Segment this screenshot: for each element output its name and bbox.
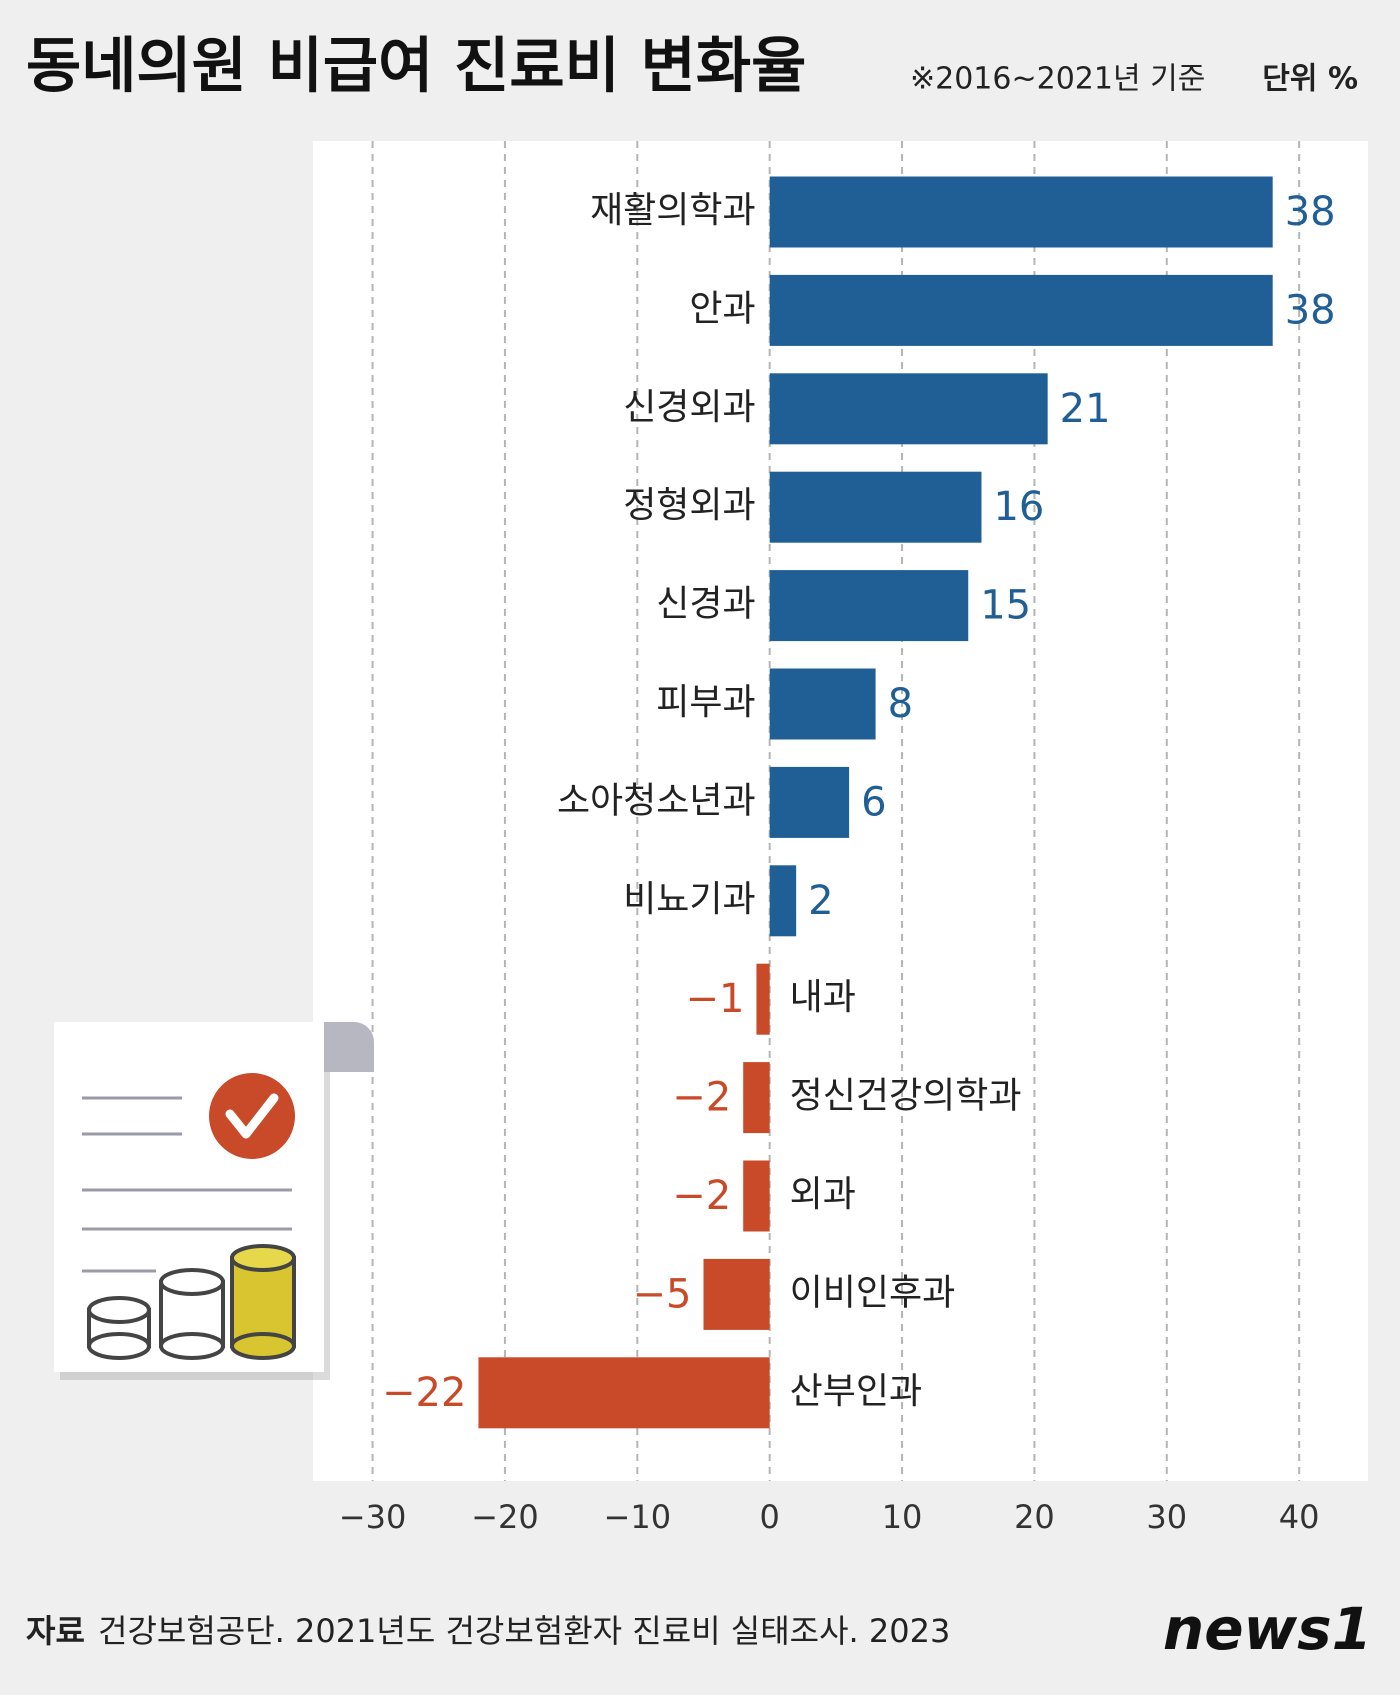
x-tick-label: −10 — [604, 1498, 672, 1536]
value-label: 2 — [808, 878, 833, 924]
check-icon — [209, 1073, 295, 1159]
category-label: 산부인과 — [790, 1371, 922, 1412]
category-label: 소아청소년과 — [557, 780, 756, 821]
value-label: 15 — [980, 583, 1031, 629]
source: 건강보험공단. 2021년도 건강보험환자 진료비 실태조사. 2023 — [98, 1612, 950, 1650]
category-label: 내과 — [790, 977, 856, 1018]
bar — [769, 570, 969, 642]
value-label: 38 — [1285, 189, 1336, 235]
bar — [769, 668, 876, 740]
x-tick-label: 30 — [1146, 1498, 1187, 1536]
bar — [769, 766, 850, 838]
category-label: 비뇨기과 — [623, 879, 755, 920]
category-label: 정형외과 — [623, 485, 755, 526]
value-label: −22 — [382, 1370, 466, 1416]
category-label: 신경과 — [656, 584, 755, 625]
category-label: 정신건강의학과 — [790, 1076, 1022, 1117]
bar — [756, 963, 770, 1035]
value-label: −5 — [633, 1271, 692, 1317]
bar — [769, 274, 1273, 346]
doc-lines — [82, 1096, 292, 1273]
bar — [478, 1357, 770, 1429]
value-label: 21 — [1060, 386, 1111, 432]
doc-curl — [324, 1022, 374, 1072]
category-label: 피부과 — [656, 682, 755, 723]
category-label: 안과 — [689, 288, 755, 329]
x-tick-label: 0 — [760, 1498, 780, 1536]
x-tick-label: 10 — [882, 1498, 923, 1536]
bar — [769, 471, 982, 543]
check-mark — [225, 1093, 279, 1139]
source-label: 자료 — [26, 1612, 85, 1650]
value-label: 8 — [888, 681, 913, 727]
value-label: −2 — [672, 1075, 731, 1121]
x-tick-label: −30 — [339, 1498, 407, 1536]
category-label: 외과 — [790, 1174, 856, 1215]
unit-label: 단위 % — [1262, 62, 1358, 97]
value-label: 6 — [861, 779, 886, 825]
x-tick-label: −20 — [471, 1498, 539, 1536]
bar — [703, 1258, 770, 1330]
logo: news1 — [1163, 1595, 1372, 1663]
illustration — [54, 1022, 374, 1380]
subtitle: ※2016~2021년 기준 — [910, 62, 1205, 97]
bar — [769, 865, 797, 937]
category-label: 재활의학과 — [590, 190, 756, 231]
category-label: 신경외과 — [623, 387, 755, 428]
value-label: −2 — [672, 1173, 731, 1219]
coins — [87, 1244, 296, 1360]
bar — [743, 1062, 770, 1134]
value-label: 16 — [993, 484, 1044, 530]
bar — [769, 176, 1273, 248]
chart-title: 동네의원 비급여 진료비 변화율 — [26, 32, 806, 102]
x-tick-label: 40 — [1279, 1498, 1320, 1536]
bar — [769, 373, 1048, 445]
value-label: −1 — [685, 976, 744, 1022]
bar — [743, 1160, 770, 1232]
value-label: 38 — [1285, 287, 1336, 333]
category-label: 이비인후과 — [790, 1272, 956, 1313]
x-tick-label: 20 — [1014, 1498, 1055, 1536]
